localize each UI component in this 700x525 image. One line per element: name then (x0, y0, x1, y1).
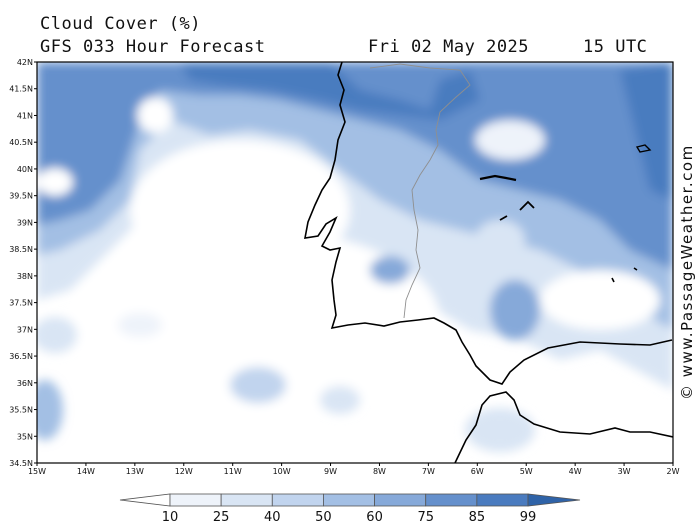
lon-tick-label: 11W (224, 467, 242, 476)
forecast-label: GFS 033 Hour Forecast (40, 37, 266, 57)
lon-tick-label: 7W (422, 467, 435, 476)
lat-tick-label: 41N (17, 111, 33, 120)
lat-tick-label: 38.5N (9, 245, 33, 254)
legend-swatch (374, 493, 427, 507)
legend-lower-arrow (119, 493, 171, 507)
lon-tick-label: 14W (77, 467, 95, 476)
legend-level-label: 10 (162, 510, 179, 525)
legend-level-label: 60 (366, 510, 383, 525)
color-legend: 10 25 40 50 60 75 85 99 (119, 493, 581, 525)
lon-tick-label: 10W (273, 467, 291, 476)
lat-tick-label: 34.5N (9, 459, 33, 468)
legend-swatch (220, 493, 273, 507)
legend-level-label: 99 (520, 510, 537, 525)
lat-tick-label: 36N (17, 379, 33, 388)
lon-tick-label: 6W (471, 467, 484, 476)
lon-tick-label: 9W (324, 467, 337, 476)
site-credit: © www.PassageWeather.com (678, 144, 696, 400)
coastlines (304, 62, 673, 463)
lon-tick-label: 5W (520, 467, 533, 476)
lon-tick-label: 13W (126, 467, 144, 476)
legend-level-label: 75 (417, 510, 434, 525)
lat-tick-label: 40.5N (9, 138, 33, 147)
legend-swatch (271, 493, 324, 507)
lat-tick-label: 35.5N (9, 406, 33, 415)
map-frame (36, 61, 674, 464)
lon-tick-label: 2W (667, 467, 680, 476)
lat-tick-label: 38N (17, 272, 33, 281)
map-title: Cloud Cover (%) (40, 14, 202, 34)
lon-tick-label: 15W (28, 467, 46, 476)
lon-tick-label: 3W (618, 467, 631, 476)
legend-swatch (169, 493, 222, 507)
lat-tick-label: 37N (17, 325, 33, 334)
longitude-axis: 15W 14W 13W 12W 11W 10W 9W 8W 7W 6W 5W 4W 3W 2W (28, 463, 680, 476)
legend-upper-arrow (527, 493, 581, 507)
lat-tick-label: 40N (17, 165, 33, 174)
lat-tick-label: 41.5N (9, 85, 33, 94)
lat-tick-label: 35N (17, 432, 33, 441)
lon-tick-label: 12W (175, 467, 193, 476)
lon-tick-label: 8W (373, 467, 386, 476)
legend-level-label: 40 (264, 510, 281, 525)
lat-tick-label: 37.5N (9, 299, 33, 308)
latitude-axis: 42N 41.5N 41N 40.5N 40N 39.5N 39N 38.5N 38N 37.5N… (9, 58, 37, 468)
lat-tick-label: 42N (17, 58, 33, 67)
legend-swatch (476, 493, 529, 507)
forecast-date: Fri 02 May 2025 (368, 37, 530, 57)
legend-level-label: 50 (315, 510, 332, 525)
forecast-time: 15 UTC (583, 37, 648, 57)
lat-tick-label: 36.5N (9, 352, 33, 361)
legend-swatch (323, 493, 375, 507)
legend-level-label: 85 (469, 510, 486, 525)
lon-tick-label: 4W (569, 467, 582, 476)
legend-level-label: 25 (213, 510, 230, 525)
lat-tick-label: 39N (17, 218, 33, 227)
lat-tick-label: 39.5N (9, 192, 33, 201)
cloud-field (37, 62, 673, 452)
legend-swatch (425, 493, 478, 507)
